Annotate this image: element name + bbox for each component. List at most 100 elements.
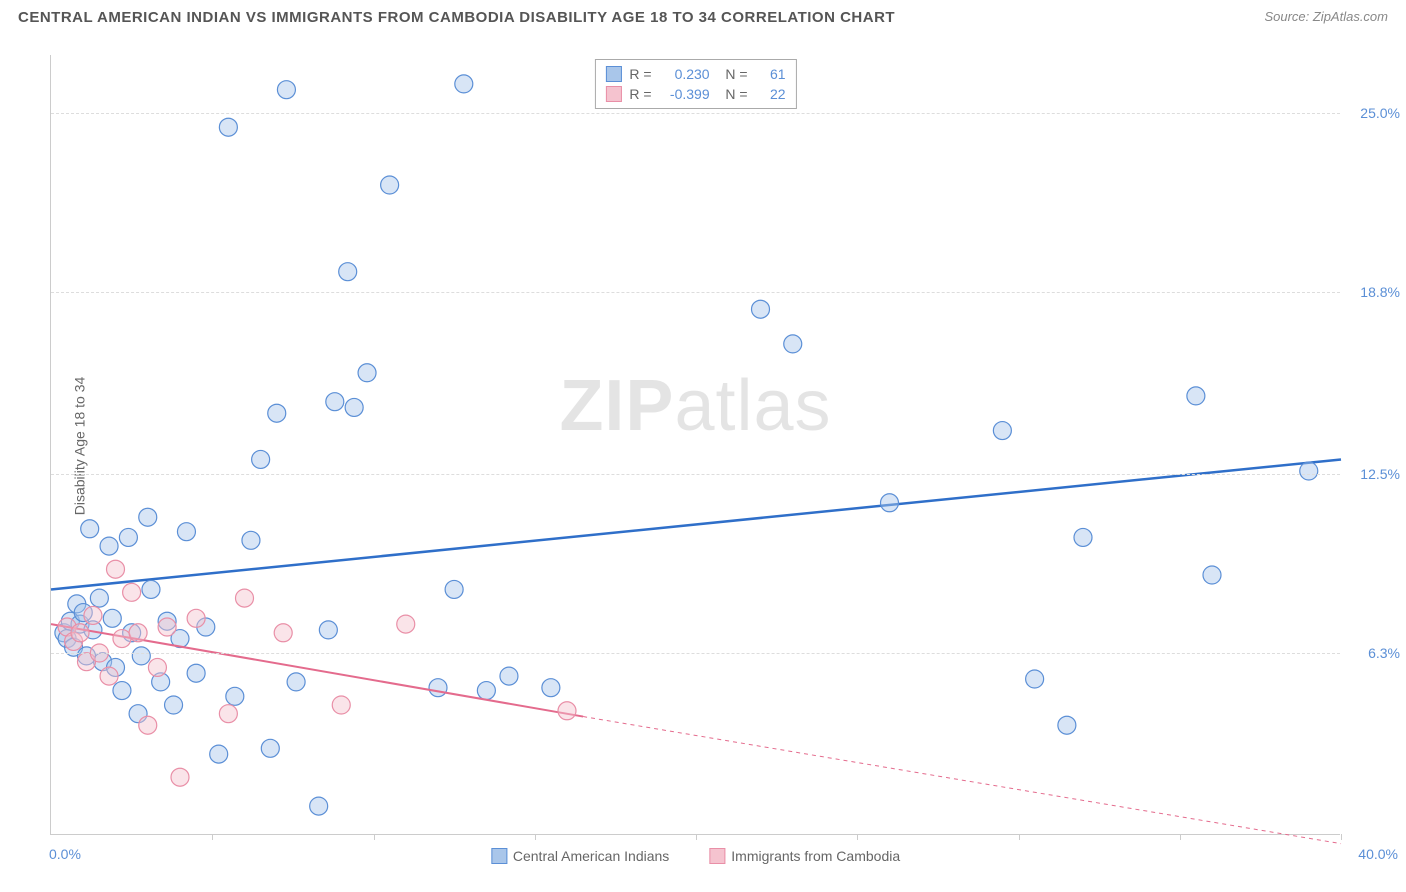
x-tick — [1341, 834, 1342, 840]
data-point — [142, 580, 160, 598]
data-point — [358, 364, 376, 382]
series-name: Central American Indians — [513, 848, 669, 864]
data-point — [84, 606, 102, 624]
r-value: -0.399 — [660, 86, 710, 102]
data-point — [319, 621, 337, 639]
source-value: ZipAtlas.com — [1313, 9, 1388, 24]
data-point — [113, 630, 131, 648]
data-point — [1203, 566, 1221, 584]
series-legend: Central American Indians Immigrants from … — [491, 848, 900, 864]
data-point — [332, 696, 350, 714]
data-point — [287, 673, 305, 691]
x-max-label: 40.0% — [1358, 846, 1398, 862]
data-point — [1187, 387, 1205, 405]
data-point — [1026, 670, 1044, 688]
data-point — [455, 75, 473, 93]
data-point — [187, 664, 205, 682]
data-point — [1074, 528, 1092, 546]
data-point — [177, 523, 195, 541]
data-point — [500, 667, 518, 685]
legend-row: R = -0.399 N = 22 — [605, 84, 785, 104]
data-point — [129, 624, 147, 642]
data-point — [477, 682, 495, 700]
n-value: 61 — [756, 66, 786, 82]
gridline — [51, 474, 1340, 475]
legend-swatch — [709, 848, 725, 864]
data-point — [1300, 462, 1318, 480]
data-point — [242, 531, 260, 549]
data-point — [90, 589, 108, 607]
gridline — [51, 292, 1340, 293]
data-point — [558, 702, 576, 720]
x-tick — [857, 834, 858, 840]
data-point — [252, 450, 270, 468]
data-point — [445, 580, 463, 598]
x-tick — [535, 834, 536, 840]
data-point — [119, 528, 137, 546]
data-point — [752, 300, 770, 318]
data-point — [219, 705, 237, 723]
data-point — [71, 624, 89, 642]
y-tick-label: 12.5% — [1360, 466, 1400, 482]
x-tick — [1180, 834, 1181, 840]
x-tick — [1019, 834, 1020, 840]
data-point — [139, 508, 157, 526]
data-point — [171, 768, 189, 786]
series-name: Immigrants from Cambodia — [731, 848, 900, 864]
legend-row: R = 0.230 N = 61 — [605, 64, 785, 84]
data-point — [1058, 716, 1076, 734]
data-point — [881, 494, 899, 512]
data-point — [542, 679, 560, 697]
data-point — [100, 667, 118, 685]
data-point — [158, 618, 176, 636]
data-point — [261, 739, 279, 757]
data-point — [123, 583, 141, 601]
data-point — [993, 422, 1011, 440]
legend-swatch — [491, 848, 507, 864]
data-point — [107, 560, 125, 578]
legend-swatch — [605, 86, 621, 102]
data-point — [100, 537, 118, 555]
data-point — [326, 393, 344, 411]
data-point — [210, 745, 228, 763]
y-tick-label: 6.3% — [1368, 645, 1400, 661]
r-label: R = — [629, 86, 651, 102]
data-point — [148, 658, 166, 676]
gridline — [51, 653, 1340, 654]
data-point — [132, 647, 150, 665]
x-tick — [374, 834, 375, 840]
chart-title: CENTRAL AMERICAN INDIAN VS IMMIGRANTS FR… — [18, 9, 895, 26]
data-point — [274, 624, 292, 642]
data-point — [345, 398, 363, 416]
trend-line-dash — [583, 717, 1341, 844]
data-point — [268, 404, 286, 422]
data-point — [81, 520, 99, 538]
data-point — [113, 682, 131, 700]
source: Source: ZipAtlas.com — [1264, 8, 1388, 26]
source-label: Source: — [1264, 9, 1312, 24]
data-point — [339, 263, 357, 281]
series-legend-item: Immigrants from Cambodia — [709, 848, 900, 864]
data-point — [236, 589, 254, 607]
data-point — [429, 679, 447, 697]
data-point — [139, 716, 157, 734]
data-point — [226, 687, 244, 705]
data-point — [103, 609, 121, 627]
r-value: 0.230 — [660, 66, 710, 82]
legend-swatch — [605, 66, 621, 82]
x-tick — [696, 834, 697, 840]
data-point — [381, 176, 399, 194]
data-point — [219, 118, 237, 136]
chart-plot-area: ZIPatlas R =0.230 N =61R =-0.399 N =22 0… — [50, 55, 1340, 835]
data-point — [310, 797, 328, 815]
gridline — [51, 113, 1340, 114]
n-value: 22 — [756, 86, 786, 102]
y-tick-label: 25.0% — [1360, 105, 1400, 121]
n-label: N = — [718, 86, 748, 102]
series-legend-item: Central American Indians — [491, 848, 669, 864]
data-point — [165, 696, 183, 714]
x-min-label: 0.0% — [49, 846, 81, 862]
correlation-legend: R = 0.230 N = 61 R = -0.399 N = 22 — [594, 59, 796, 109]
r-label: R = — [629, 66, 651, 82]
n-label: N = — [718, 66, 748, 82]
